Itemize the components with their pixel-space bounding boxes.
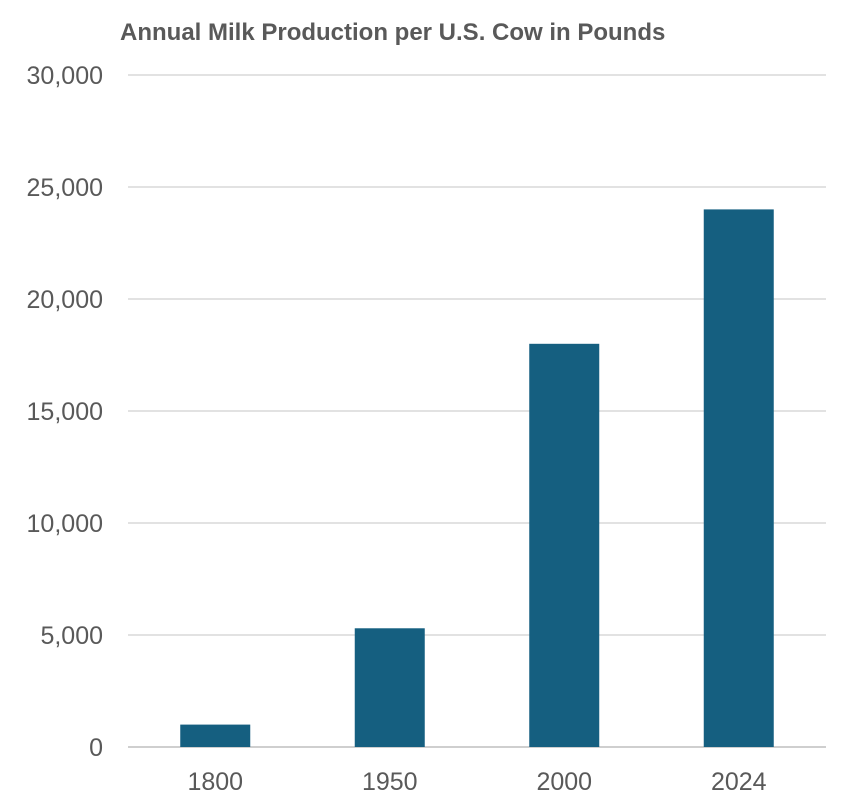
x-tick-label: 1950 [362, 768, 418, 796]
y-tick-label: 5,000 [40, 622, 103, 650]
bar-2024 [703, 209, 774, 747]
y-tick-label: 10,000 [27, 510, 103, 538]
y-axis-tick-labels: 0 5,000 10,000 15,000 20,000 25,000 30,000 [27, 62, 103, 762]
gridlines [128, 74, 826, 748]
chart-title: Annual Milk Production per U.S. Cow in P… [120, 19, 665, 46]
y-tick-label: 25,000 [27, 174, 103, 202]
bars [180, 209, 774, 747]
y-tick-label: 20,000 [27, 286, 103, 314]
x-tick-label: 1800 [187, 768, 243, 796]
x-tick-label: 2000 [536, 768, 592, 796]
bar-2000 [529, 343, 600, 747]
x-axis-tick-labels: 1800 1950 2000 2024 [187, 768, 766, 796]
bar-1950 [354, 628, 425, 747]
x-tick-label: 2024 [711, 768, 767, 796]
bar-1800 [180, 724, 251, 747]
y-tick-label: 0 [89, 734, 103, 762]
y-tick-label: 30,000 [27, 62, 103, 90]
y-tick-label: 15,000 [27, 398, 103, 426]
